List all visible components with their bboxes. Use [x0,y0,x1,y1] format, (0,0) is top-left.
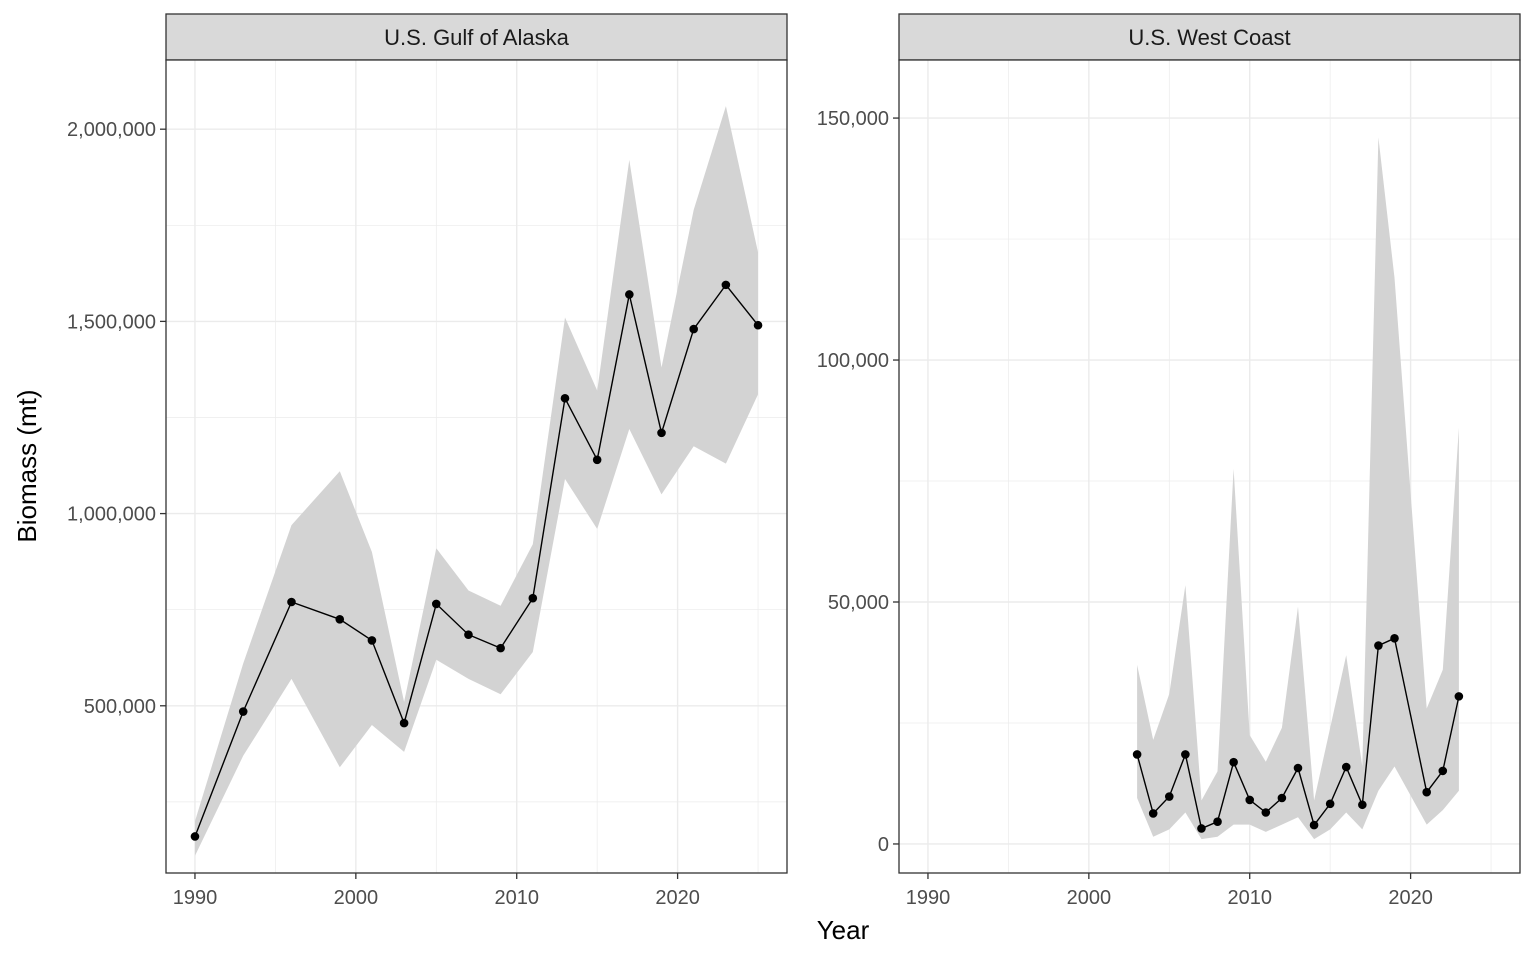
panel-strip [165,13,788,61]
panel-strip [898,13,1521,61]
panel-west-coast: U.S. West Coast 1990 2000 2010 2020 0 50,000… [817,13,1521,909]
data-point [1374,641,1383,650]
x-tick-label: 2000 [1067,887,1112,909]
data-point [464,630,473,639]
data-point [1277,793,1287,803]
data-point [190,832,200,841]
confidence-ribbon [195,106,758,856]
y-tick-label: 0 [878,834,889,856]
data-point [1229,757,1238,767]
data-point [657,428,666,438]
plot-border [898,59,1521,874]
data-point [1454,692,1464,701]
y-tick-label: 1,000,000 [67,504,156,526]
x-tick-label: 1990 [173,887,218,909]
confidence-ribbon [1137,137,1459,840]
data-point [1358,800,1367,810]
x-tick-label: 2000 [334,887,379,909]
plot-border [165,59,788,874]
data-point [721,280,731,290]
data-point [1164,792,1174,801]
y-tick-label: 2,000,000 [67,119,156,141]
data-point [753,320,763,330]
data-point [528,593,538,603]
data-point [1132,750,1142,759]
data-point [1422,787,1431,797]
x-tick-label: 2010 [494,887,539,909]
x-tick-label: 2010 [1227,887,1272,909]
plot-area [166,60,787,873]
data-point [1213,817,1222,827]
x-tick-label: 1990 [906,887,951,909]
data-point [1325,799,1335,809]
data-point [1181,750,1190,759]
data-point [367,636,377,645]
data-point [399,718,409,728]
y-tick-label: 100,000 [817,350,889,372]
data-point [335,614,345,624]
data-point [1341,762,1351,772]
panel-gulf-of-alaska: U.S. Gulf of Alaska 1990 2000 2010 2020 500… [67,13,788,909]
data-point [560,393,570,403]
data-point [1293,763,1303,773]
x-tick-label: 2020 [655,887,700,909]
x-axis-title: Year [817,915,870,945]
y-tick-label: 150,000 [817,108,889,130]
x-tick-label: 2020 [1388,887,1433,909]
data-point [1309,820,1319,830]
panel-title: U.S. Gulf of Alaska [384,25,569,50]
data-point [592,455,602,465]
data-point [238,707,248,716]
data-point [1148,809,1158,818]
data-point [689,324,698,334]
panel-title: U.S. West Coast [1128,25,1290,50]
y-axis-title: Biomass (mt) [12,389,42,542]
data-point [1390,633,1399,643]
data-point [1197,824,1206,833]
y-tick-label: 1,500,000 [67,311,156,333]
data-point [431,599,441,609]
y-tick-label: 50,000 [828,592,889,614]
data-point [1261,808,1271,817]
data-point [625,290,634,299]
data-point [1438,766,1448,776]
data-point [287,597,296,607]
data-point [496,643,505,653]
y-tick-label: 500,000 [84,696,156,718]
data-point [1245,795,1255,805]
